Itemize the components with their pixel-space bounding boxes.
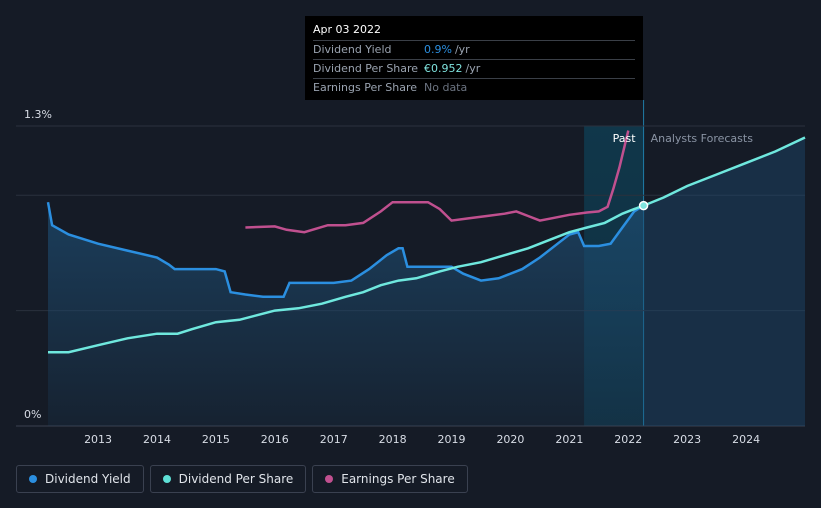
x-tick-label: 2024 [732,433,760,446]
tooltip-row-dividend-per-share: Dividend Per Share €0.952 /yr [313,60,635,79]
legend-dividend-yield[interactable]: Dividend Yield [16,465,144,493]
dps-forecast-area [643,137,805,426]
past-label: Past [613,132,637,145]
x-tick-label: 2023 [673,433,701,446]
tooltip-label: Earnings Per Share [313,81,418,94]
tooltip: Apr 03 2022 Dividend Yield 0.9% /yr Divi… [305,16,643,100]
x-tick-label: 2015 [202,433,230,446]
x-tick-label: 2021 [555,433,583,446]
earnings-per-share-line[interactable] [245,130,630,234]
y-axis: 1.3% 0% [24,108,52,421]
legend-dot-icon [29,475,37,483]
legend-label: Dividend Yield [45,472,131,486]
x-tick-label: 2016 [261,433,289,446]
highlight-marker [638,200,649,211]
legend: Dividend Yield Dividend Per Share Earnin… [16,465,468,493]
y-tick-label: 1.3% [24,108,52,121]
legend-earnings-per-share[interactable]: Earnings Per Share [312,465,468,493]
x-tick-label: 2013 [84,433,112,446]
tooltip-label: Dividend Yield [313,43,392,56]
x-tick-label: 2020 [496,433,524,446]
legend-dot-icon [162,475,171,483]
chart-area[interactable]: Past Analysts Forecasts 1.3%0% 2013 2014 2… [0,0,821,460]
x-tick-label: 2022 [614,433,642,446]
legend-dot-icon [325,475,334,483]
x-tick-label: 2017 [320,433,348,446]
tooltip-value: €0.952 [424,62,463,75]
tooltip-unit: /yr [454,43,470,56]
legend-label: Dividend Per Share [178,472,294,486]
tooltip-date: Apr 03 2022 [313,22,635,41]
x-tick-label: 2014 [143,433,171,446]
tooltip-value: 0.9% [424,43,452,56]
x-axis: 2013 2014 2015 2016 2017 2018 2019 2020 2021 2022… [84,433,760,446]
tooltip-unit: /yr [465,62,481,75]
legend-label: Earnings Per Share [341,472,455,486]
forecast-label: Analysts Forecasts [651,132,754,145]
x-tick-label: 2019 [438,433,466,446]
x-tick-label: 2018 [379,433,407,446]
y-tick-label: 0% [24,408,41,421]
legend-dividend-per-share[interactable]: Dividend Per Share [149,465,307,493]
dividend-yield-area [48,202,644,426]
tooltip-row-dividend-yield: Dividend Yield 0.9% /yr [313,41,635,60]
tooltip-row-earnings-per-share: Earnings Per Share No data [313,79,635,97]
tooltip-value: No data [424,81,468,94]
tooltip-label: Dividend Per Share [313,62,419,75]
dividend-yield-line[interactable] [46,201,645,299]
